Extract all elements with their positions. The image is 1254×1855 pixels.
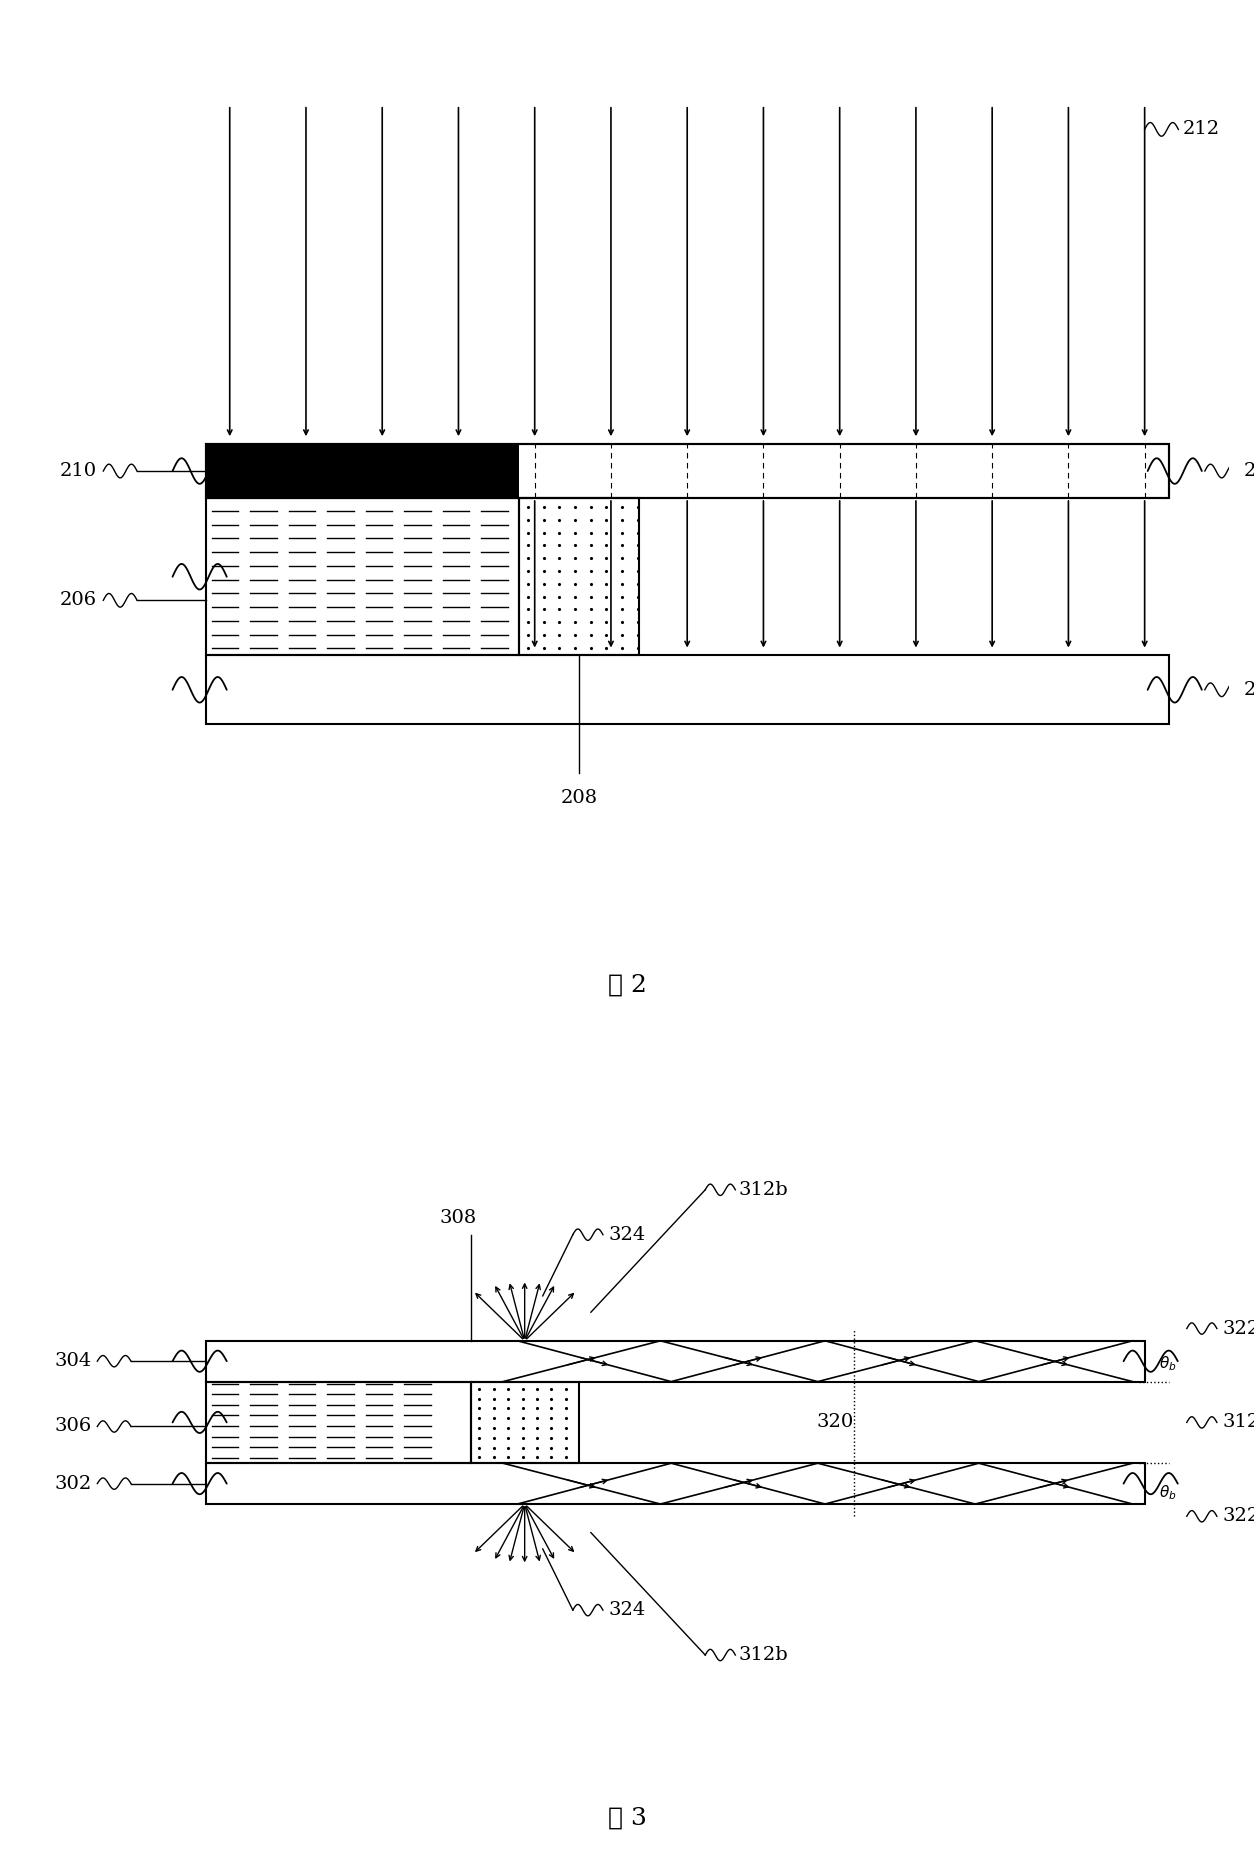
Text: 302: 302 [54,1475,92,1493]
Text: 324: 324 [609,1226,646,1243]
Text: 312b: 312b [739,1645,789,1664]
Text: 206: 206 [60,592,98,608]
Text: 312a: 312a [1223,1414,1254,1432]
Text: 208: 208 [561,788,597,807]
Bar [470,1382,579,1464]
Text: 312b: 312b [739,1182,789,1198]
Bar [206,1341,1145,1382]
Text: $\theta_b$: $\theta_b$ [1159,1354,1176,1373]
Text: 202: 202 [1244,681,1254,699]
Bar [206,1382,470,1464]
Text: 212: 212 [1184,121,1220,139]
Text: 322: 322 [1223,1319,1254,1337]
Bar [206,443,1169,497]
Text: 204: 204 [1244,462,1254,480]
Text: 图 2: 图 2 [607,974,647,996]
Bar [206,443,1169,497]
Text: 308: 308 [440,1209,477,1228]
Bar [206,1464,1145,1504]
Bar [206,655,1169,723]
Text: 324: 324 [609,1601,646,1619]
Text: 306: 306 [54,1417,92,1436]
Text: 320: 320 [816,1414,853,1432]
Text: 210: 210 [60,462,98,480]
Text: 图 3: 图 3 [607,1807,647,1829]
Bar [206,443,519,497]
Text: 304: 304 [54,1352,92,1371]
Text: $\theta_b$: $\theta_b$ [1159,1484,1176,1503]
Bar [519,497,640,655]
Bar [206,497,519,655]
Text: 322: 322 [1223,1508,1254,1525]
